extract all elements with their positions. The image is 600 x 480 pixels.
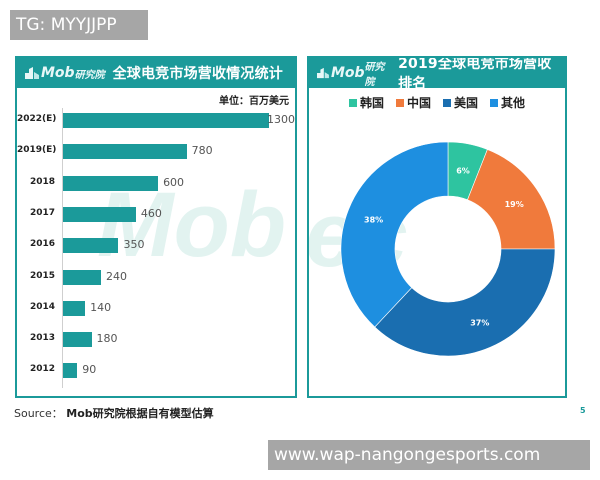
bar <box>63 206 136 222</box>
legend-label: 其他 <box>501 96 526 110</box>
bar-value-label: 1300 <box>267 113 295 126</box>
legend-label: 美国 <box>454 96 479 110</box>
revenue-share-donut-panel: bec Mob 研究院 2019全球电竞市场营收排名 韩国 中国 美国 其他 <box>307 56 567 398</box>
bar <box>63 363 78 379</box>
bar-category-label: 2013 <box>29 333 55 344</box>
building-logo-icon <box>317 67 329 79</box>
bar <box>63 332 92 348</box>
donut-slice <box>340 141 449 328</box>
bar-row: 2022(E) 1300 <box>17 110 295 130</box>
legend-item-korea: 韩国 <box>348 94 384 111</box>
source-label: Source： <box>14 407 63 420</box>
logo-text: Mob <box>41 65 75 81</box>
legend-label: 中国 <box>406 96 431 110</box>
bar <box>63 238 119 254</box>
bar <box>63 113 269 128</box>
chart-legend: 韩国 中国 美国 其他 <box>309 94 565 111</box>
bar-row: 2019(E) 780 <box>17 141 295 161</box>
legend-item-other: 其他 <box>490 94 525 111</box>
logo-subtext: 研究院 <box>74 69 105 81</box>
source-text: Mob研究院根据自有模型估算 <box>66 407 214 420</box>
logo-subtext: 研究院 <box>364 62 385 88</box>
unit-label: 单位：百万美元 <box>219 96 289 107</box>
panel-header: Mob 研究院 2019全球电竞市场营收排名 <box>309 58 565 92</box>
bar-row: 2015 240 <box>17 267 295 287</box>
bar-value-label: 780 <box>191 144 213 158</box>
donut-slice <box>374 248 556 357</box>
donut-chart: 6% 19% 37% 38% <box>340 141 556 357</box>
bar-value-label: 460 <box>140 206 162 220</box>
bar-row: 2013 180 <box>17 329 295 349</box>
bar-category-label: 2016 <box>29 239 55 250</box>
donut-slice-label: 6% <box>456 166 470 175</box>
bar-value-label: 240 <box>106 269 128 283</box>
bar-value-label: 90 <box>82 363 97 377</box>
legend-item-china: 中国 <box>395 94 431 111</box>
logo-text: Mob <box>330 65 365 81</box>
legend-item-usa: 美国 <box>443 94 478 111</box>
donut-slice-label: 38% <box>364 216 383 225</box>
bar-category-label: 2019(E) <box>17 145 57 156</box>
bar-row: 2017 460 <box>17 204 295 224</box>
panel-title: 2019全球电竞市场营收排名 <box>398 56 552 92</box>
legend-swatch <box>348 98 357 107</box>
bar-value-label: 600 <box>163 175 185 189</box>
bar-category-label: 2018 <box>29 176 55 187</box>
url-watermark-badge: www.wap-nangongesports.com <box>268 440 590 470</box>
building-logo-icon <box>25 67 39 79</box>
bar-value-label: 350 <box>123 238 145 252</box>
mob-logo: Mob 研究院 <box>317 58 390 88</box>
source-note: Source： Mob研究院根据自有模型估算 <box>14 405 214 421</box>
legend-swatch <box>490 98 499 107</box>
bar-category-label: 2012 <box>29 364 55 375</box>
mob-logo: Mob 研究院 <box>25 65 105 81</box>
legend-label: 韩国 <box>359 96 384 110</box>
bar <box>63 175 159 191</box>
bar-value-label: 140 <box>90 300 112 314</box>
panel-header: Mob 研究院 全球电竞市场营收情况统计 <box>17 58 295 88</box>
page-number: 5 <box>580 406 586 415</box>
bar-category-label: 2014 <box>29 301 55 312</box>
bar-value-label: 180 <box>96 332 118 346</box>
panel-title: 全球电竞市场营收情况统计 <box>112 66 283 82</box>
donut-slice-label: 19% <box>505 200 524 209</box>
bar-category-label: 2015 <box>29 270 55 281</box>
y-axis-line <box>62 108 63 388</box>
bar-row: 2018 600 <box>17 173 295 193</box>
bar-row: 2014 140 <box>17 298 295 318</box>
donut-slice-label: 37% <box>470 318 489 327</box>
revenue-bar-chart-panel: Mob Mob 研究院 全球电竞市场营收情况统计 单位：百万美元 2022(E)… <box>15 56 297 398</box>
bar-row: 2012 90 <box>17 360 295 380</box>
bar <box>63 144 187 160</box>
legend-swatch <box>395 98 404 107</box>
bar-category-label: 2022(E) <box>17 114 57 124</box>
bar-category-label: 2017 <box>29 207 55 218</box>
bar <box>63 269 102 285</box>
bar <box>63 300 86 316</box>
bar-row: 2016 350 <box>17 235 295 255</box>
tg-watermark-badge: TG: MYYJJPP <box>10 10 148 40</box>
legend-swatch <box>443 98 451 107</box>
